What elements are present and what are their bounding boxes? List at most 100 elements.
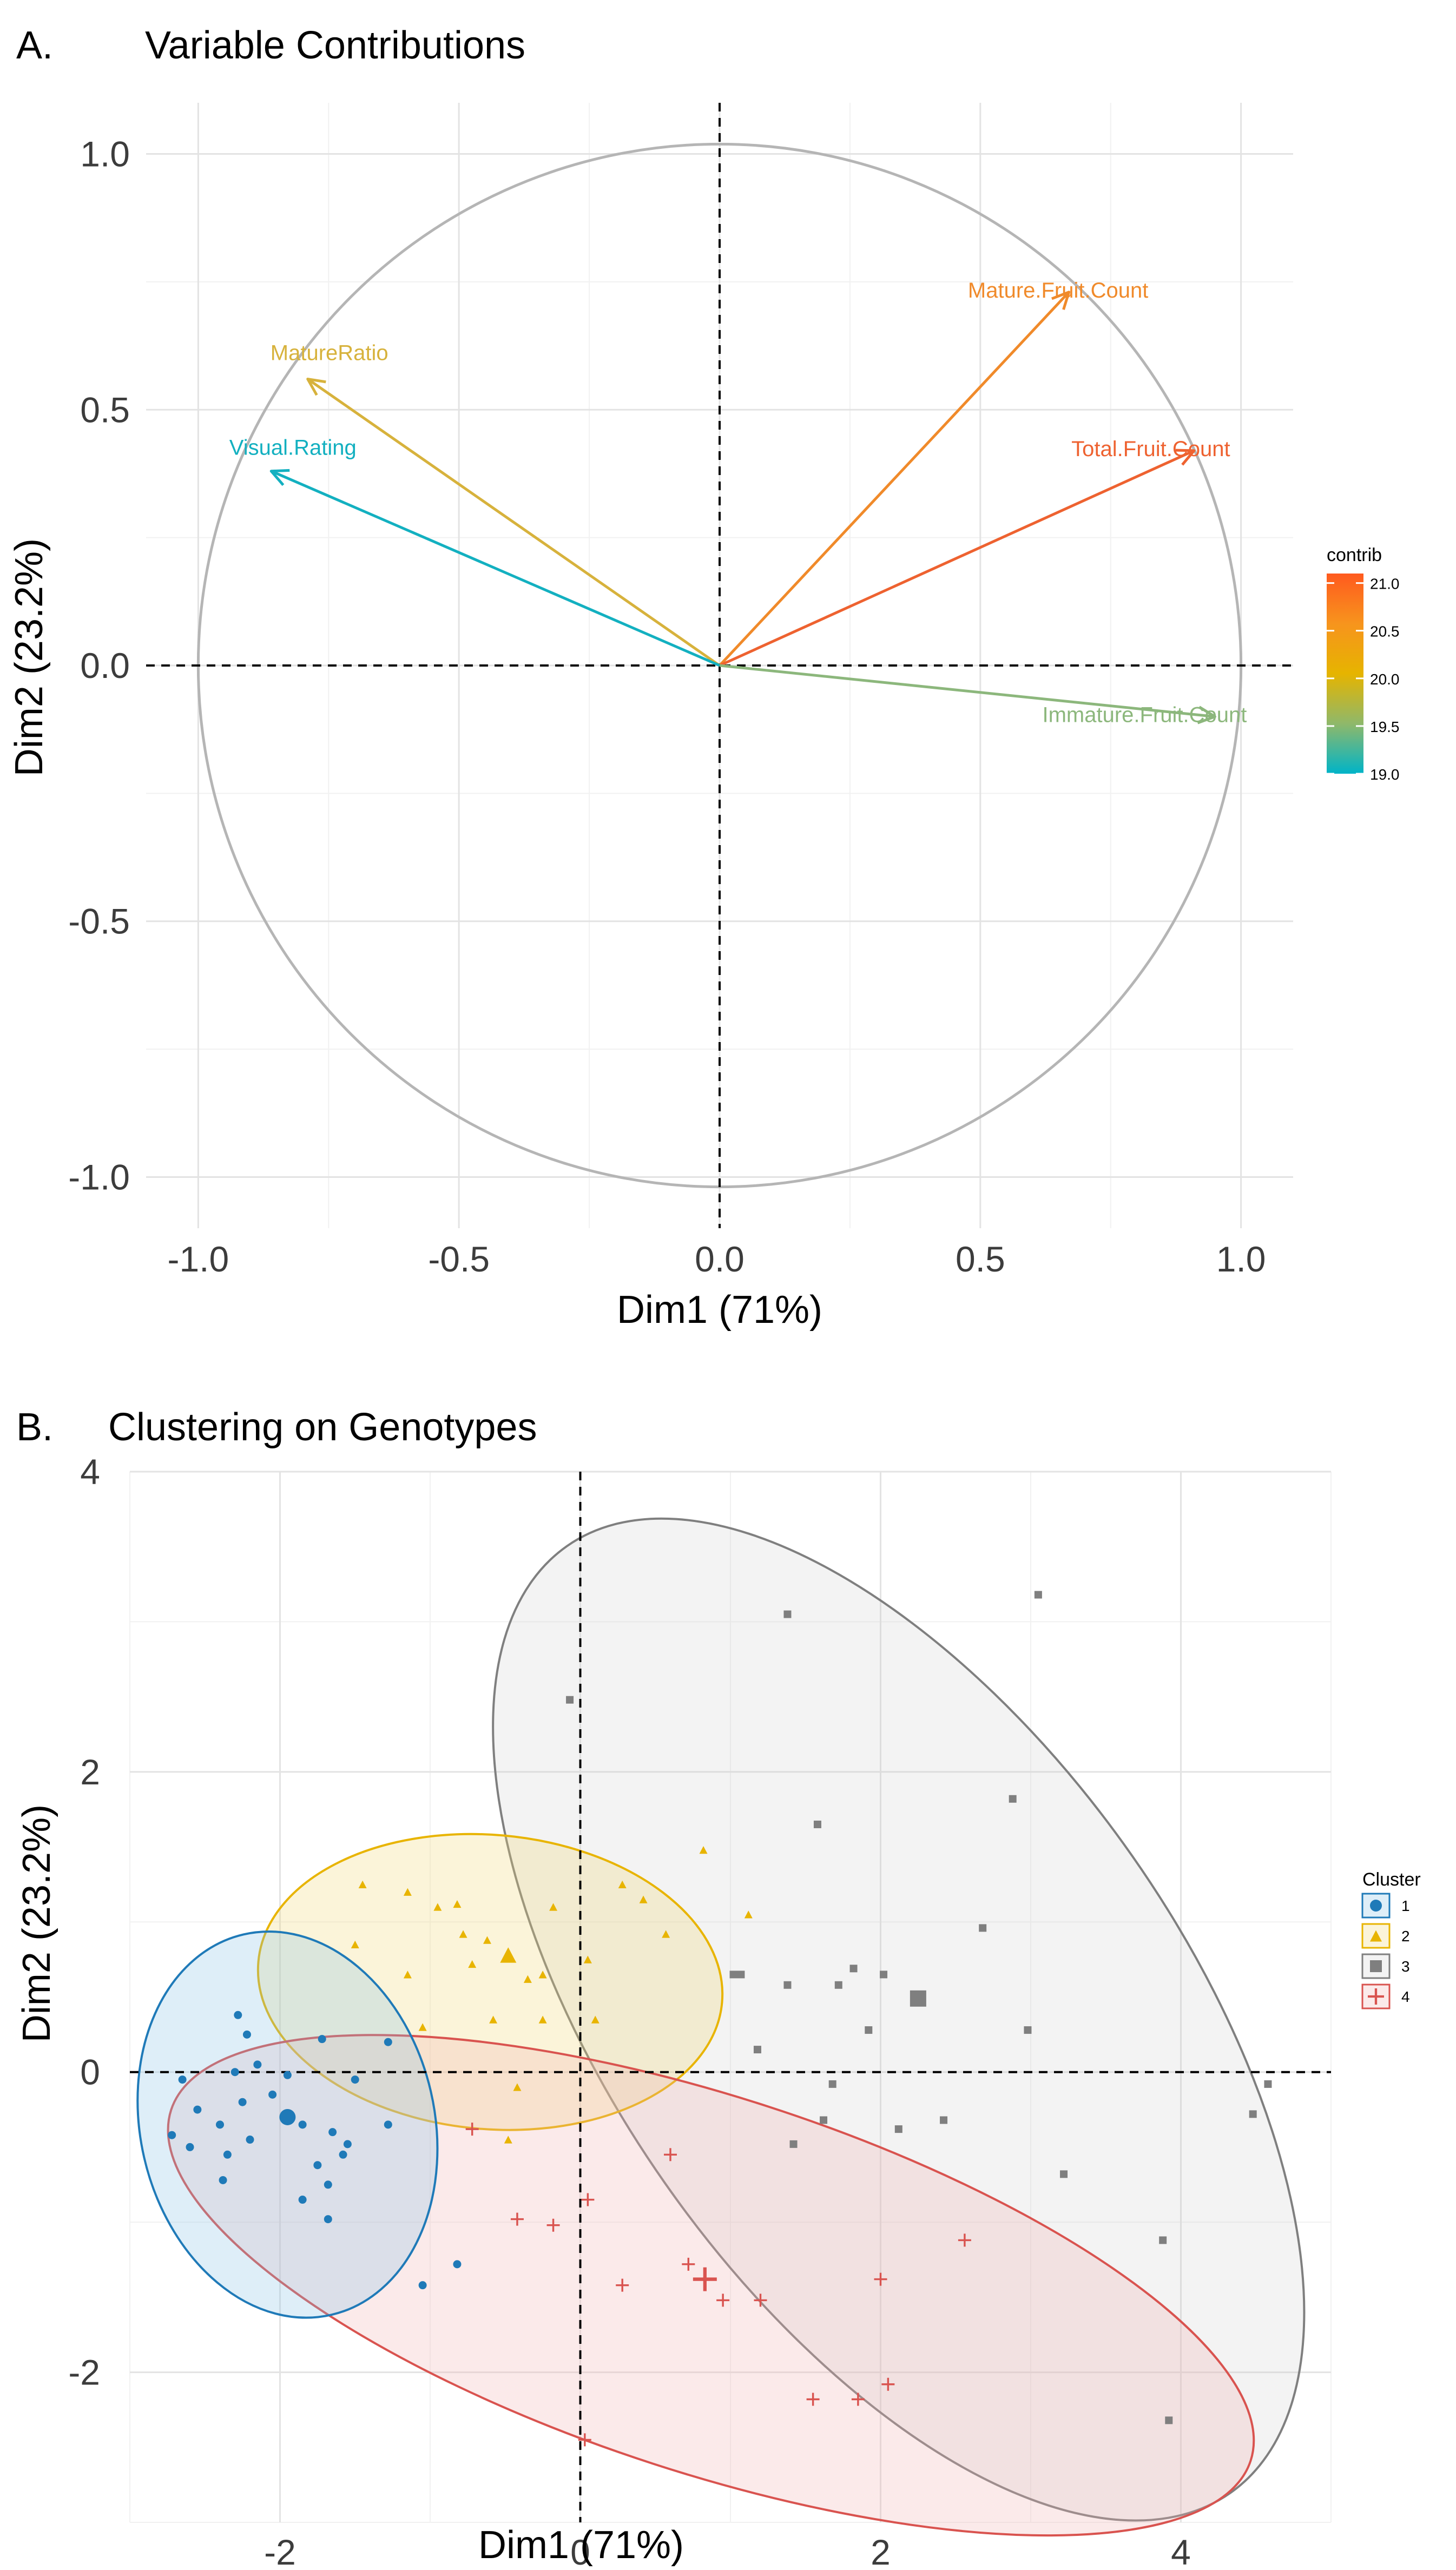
- genotype-point: [581, 2193, 595, 2206]
- contrib-colorbar: [1327, 574, 1363, 774]
- genotype-point: [1159, 2236, 1167, 2244]
- genotype-point: [865, 2026, 873, 2034]
- genotype-point: [298, 2120, 307, 2129]
- panel-a-y-axis-title: Dim2 (23.2%): [8, 538, 51, 776]
- arrow-head: [306, 378, 326, 396]
- arrow-label: Total.Fruit.Count: [1071, 437, 1230, 461]
- cluster-legend-symbol: [1370, 1960, 1382, 1972]
- arrow-mature-fruit-count: Mature.Fruit.Count: [719, 279, 1148, 667]
- y-tick-label: 0.0: [80, 645, 130, 686]
- genotype-point: [223, 2150, 232, 2159]
- genotype-point: [343, 2140, 352, 2149]
- arrow-shaft: [271, 470, 720, 667]
- genotype-point: [958, 2233, 971, 2247]
- x-tick-label: -2: [264, 2532, 296, 2570]
- genotype-point: [268, 2090, 277, 2099]
- panel-b-title: Clustering on Genotypes: [108, 1406, 537, 1449]
- genotype-point: [1034, 1591, 1042, 1599]
- contrib-tick-label: 20.5: [1370, 623, 1400, 640]
- genotype-point: [578, 2433, 591, 2447]
- variable-arrows: Mature.Fruit.Count Total.Fruit.Count Immat…: [229, 279, 1247, 727]
- genotype-point: [453, 2260, 462, 2269]
- genotype-point: [384, 2120, 392, 2129]
- genotype-point: [549, 1903, 558, 1911]
- cluster-legend-label: 1: [1401, 1897, 1410, 1914]
- genotype-point: [806, 2393, 820, 2406]
- genotype-point: [546, 2218, 560, 2232]
- genotype-point: [216, 2120, 224, 2129]
- genotype-point: [246, 2136, 254, 2144]
- arrow-shaft: [307, 378, 721, 667]
- genotype-point: [219, 2176, 227, 2184]
- cluster-3-ellipse: [492, 1517, 1306, 2522]
- y-tick-label: 0: [80, 2052, 100, 2092]
- panel-b-clustering: B. Clustering on Genotypes -2 0 2 4 -2 0 2 4 D…: [15, 1406, 1421, 2570]
- x-tick-label: -1.0: [167, 1239, 229, 1279]
- genotype-point: [168, 2131, 176, 2139]
- panel-b-letter: B.: [16, 1406, 53, 1449]
- genotype-point: [339, 2150, 347, 2159]
- genotype-point: [849, 1965, 858, 1973]
- genotype-point: [834, 1981, 842, 1989]
- genotype-point: [418, 2281, 427, 2290]
- genotype-point: [238, 2098, 247, 2106]
- genotype-point: [403, 1971, 412, 1979]
- genotype-point: [1264, 2080, 1272, 2088]
- arrow-head: [269, 469, 290, 486]
- cluster-legend-label: 4: [1401, 1988, 1410, 2005]
- genotype-point: [504, 2136, 512, 2144]
- arrow-head: [1051, 291, 1071, 311]
- genotype-point: [639, 1895, 648, 1903]
- cluster-legend-item-3: 3: [1361, 1953, 1410, 1979]
- genotype-point: [813, 1820, 821, 1828]
- y-tick-label: 1.0: [80, 134, 130, 174]
- cluster-legend-items: 1 2 3 4: [1361, 1893, 1410, 2009]
- panel-a-x-ticks: -1.0 -0.5 0.0 0.5 1.0: [167, 1239, 1266, 1279]
- genotype-point: [513, 2083, 522, 2091]
- genotype-point: [662, 1930, 670, 1938]
- cluster-legend-label: 3: [1401, 1958, 1410, 1975]
- y-tick-label: 2: [80, 1752, 100, 1792]
- genotype-point: [538, 2015, 547, 2024]
- x-tick-label: 0.5: [956, 1239, 1005, 1279]
- genotype-point: [433, 1903, 442, 1911]
- contrib-legend: contrib 21.0 20.5 20.0 19.5 19.0: [1327, 545, 1400, 783]
- y-tick-label: -0.5: [68, 901, 130, 941]
- y-tick-label: -2: [68, 2352, 100, 2393]
- cluster-legend: Cluster 1 2 3 4: [1361, 1869, 1421, 2009]
- contrib-legend-ticks: 21.0 20.5 20.0 19.5 19.0: [1327, 576, 1400, 783]
- arrow-shaft: [719, 449, 1195, 667]
- genotype-point: [230, 2068, 239, 2077]
- genotype-point: [1009, 1795, 1017, 1803]
- arrow-total-fruit-count: Total.Fruit.Count: [719, 437, 1230, 667]
- arrow-shaft: [719, 664, 1215, 719]
- genotype-point: [351, 1940, 359, 1949]
- genotype-point: [298, 2196, 307, 2204]
- cluster-4-ellipse: [167, 2034, 1255, 2537]
- x-tick-label: -0.5: [428, 1239, 490, 1279]
- genotype-point: [716, 2294, 730, 2307]
- arrow-immature-fruit-count: Immature.Fruit.Count: [719, 664, 1247, 727]
- genotype-point: [351, 2075, 359, 2084]
- panel-b-x-axis-title: Dim1 (71%): [478, 2523, 684, 2567]
- panel-a-letter: A.: [16, 24, 53, 67]
- x-tick-label: 0.0: [695, 1239, 745, 1279]
- genotype-point: [523, 1975, 532, 1983]
- cluster-legend-item-2: 2: [1361, 1923, 1410, 1949]
- panel-b-y-axis-title: Dim2 (23.2%): [15, 1804, 58, 2042]
- x-tick-label: 4: [1171, 2532, 1191, 2570]
- contrib-tick-label: 21.0: [1370, 576, 1400, 592]
- genotype-point: [468, 1960, 477, 1968]
- genotype-point: [820, 2116, 828, 2124]
- genotype-point: [384, 2038, 392, 2046]
- arrow-label: Immature.Fruit.Count: [1043, 703, 1247, 727]
- panel-a-x-axis-title: Dim1 (71%): [617, 1288, 822, 1332]
- panel-a-title: Variable Contributions: [145, 24, 525, 67]
- cluster-2-points: [351, 1846, 753, 2144]
- genotype-point: [328, 2128, 337, 2137]
- genotype-point: [783, 1610, 792, 1618]
- genotype-point: [186, 2143, 194, 2151]
- genotype-point: [744, 1910, 753, 1919]
- arrow-matureratio: MatureRatio: [271, 341, 721, 667]
- genotype-point: [1165, 2416, 1173, 2424]
